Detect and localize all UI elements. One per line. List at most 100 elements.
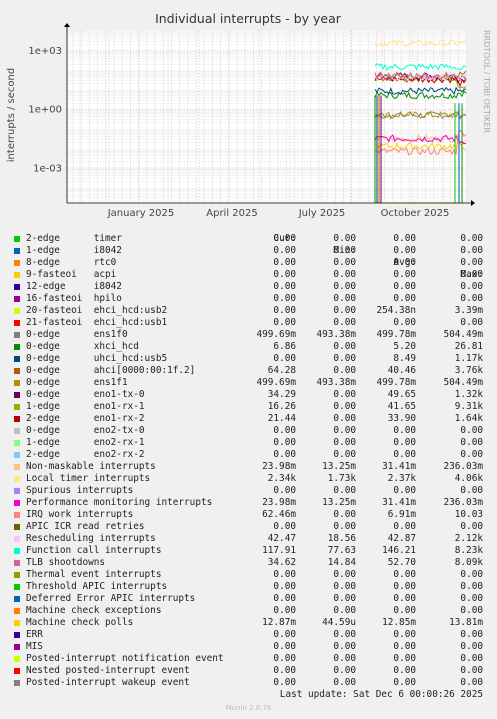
legend-cur-value: 0.00 (273, 665, 296, 676)
legend-min-value: 0.00 (333, 365, 356, 376)
legend-min-value: 0.00 (333, 341, 356, 352)
legend-label: Non-maskable interrupts (26, 461, 156, 472)
legend-cur-value: 21.44 (267, 413, 296, 424)
legend-max-value: 0.00 (460, 233, 483, 244)
legend-min-value: 14.84 (327, 557, 356, 568)
legend-max-value: 10.03 (454, 509, 483, 520)
legend-row: 0-edge ens1f1 499.69m 493.38m 499.78m 504.49… (0, 377, 497, 389)
legend-swatch (14, 404, 20, 410)
legend-cur-value: 0.00 (273, 269, 296, 280)
y-tick-label: 1e-03 (33, 163, 62, 174)
legend-label: 0-edge ahci[0000:00:1f.2] (26, 365, 195, 377)
series-line-ens1f1 (374, 110, 467, 120)
legend-device: i8042 (93, 245, 122, 256)
legend-min-value: 0.00 (333, 509, 356, 520)
x-axis-arrow (471, 200, 475, 206)
legend-min-value: 0.00 (333, 581, 356, 592)
legend-min-value: 0.00 (333, 257, 356, 268)
legend-min-value: 0.00 (333, 233, 356, 244)
legend-max-value: 236.03m (443, 461, 483, 472)
y-tick-label: 1e+03 (28, 46, 62, 57)
legend-header: Cur: Min: Avg: Max: (0, 221, 497, 280)
legend-irq: 21-fasteoi (26, 317, 94, 328)
legend-swatch (14, 320, 20, 326)
legend-avg-value: 0.00 (393, 293, 416, 304)
legend-cur-value: 12.87m (262, 617, 296, 628)
legend-row: Spurious interrupts 0.00 0.00 0.00 0.00 (0, 485, 497, 497)
legend-cur-value: 0.00 (273, 593, 296, 604)
legend-row: MIS 0.00 0.00 0.00 0.00 (0, 641, 497, 653)
legend-irq: 0-edge (26, 341, 94, 352)
legend-cur-value: 0.00 (273, 281, 296, 292)
col-avg: Avg: (393, 257, 416, 268)
chart-title: Individual interrupts - by year (155, 11, 342, 26)
legend-cur-value: 2.34k (267, 473, 296, 484)
legend-min-value: 1.73k (327, 473, 356, 484)
legend-label: 1-edge i8042 (26, 245, 122, 257)
legend-cur-value: 62.46m (262, 509, 296, 520)
legend-row: Local timer interrupts 2.34k 1.73k 2.37k 4.0… (0, 473, 497, 485)
legend-irq: 1-edge (26, 437, 94, 448)
legend-max-value: 504.49m (443, 329, 483, 340)
legend-label: Local timer interrupts (26, 473, 151, 484)
legend-device: hpilo (93, 293, 122, 304)
legend-row: IRQ work interrupts 62.46m 0.00 6.91m 10.03 (0, 509, 497, 521)
legend-min-value: 0.00 (333, 281, 356, 292)
legend-device: ahci[0000:00:1f.2] (93, 365, 196, 376)
legend-avg-value: 6.91m (387, 509, 416, 520)
legend-min-value: 0.00 (333, 641, 356, 652)
legend-min-value: 0.00 (333, 521, 356, 532)
series-lines (374, 39, 467, 204)
legend-irq: 1-edge (26, 245, 94, 256)
y-axis-label: interrupts / second (6, 68, 17, 162)
legend-min-value: 493.38m (316, 329, 356, 340)
legend-label: IRQ work interrupts (26, 509, 134, 520)
legend-device: eno1-rx-2 (93, 413, 145, 424)
legend-avg-value: 33.90 (387, 413, 416, 424)
legend-cur-value: 499.69m (256, 377, 296, 388)
legend-swatch (14, 560, 20, 566)
legend-avg-value: 0.00 (393, 665, 416, 676)
legend-max-value: 0.00 (460, 677, 483, 688)
legend-max-value: 0.00 (460, 449, 483, 460)
legend-label: Posted-interrupt wakeup event (26, 677, 190, 688)
legend-min-value: 0.00 (333, 305, 356, 316)
legend-row: Machine check exceptions 0.00 0.00 0.00 0.00 (0, 605, 497, 617)
legend-avg-value: 5.20 (393, 341, 416, 352)
legend-cur-value: 64.28 (267, 365, 296, 376)
series-line-irq-work-interrupts (374, 129, 467, 156)
legend-cur-value: 23.98m (262, 461, 296, 472)
legend-irq: 2-edge (26, 233, 94, 244)
legend-avg-value: 0.00 (393, 653, 416, 664)
legend-swatch (14, 416, 20, 422)
legend-label: Machine check exceptions (26, 605, 162, 616)
series-line-function-call-interrupts (374, 62, 467, 72)
legend-swatch (14, 632, 20, 638)
legend-label: Deferred Error APIC interrupts (26, 593, 196, 604)
legend-swatch (14, 584, 20, 590)
legend-row: APIC ICR read retries 0.00 0.00 0.00 0.00 (0, 521, 497, 533)
legend-swatch (14, 608, 20, 614)
x-tick-label: October 2025 (381, 208, 450, 219)
legend-label: 0-edge xhci_hcd (26, 341, 139, 353)
legend-row: 8-edge rtc0 0.00 0.00 0.00 0.00 (0, 257, 497, 269)
legend-swatch (14, 368, 20, 374)
legend-max-value: 0.00 (460, 437, 483, 448)
legend-irq: 0-edge (26, 389, 94, 400)
legend-device: eno2-rx-2 (93, 449, 145, 460)
legend-swatch (14, 656, 20, 662)
legend-label: APIC ICR read retries (26, 521, 145, 532)
legend-cur-value: 0.00 (273, 641, 296, 652)
legend-irq: 0-edge (26, 329, 94, 340)
legend-row: Deferred Error APIC interrupts 0.00 0.00 0.… (0, 593, 497, 605)
legend-min-value: 0.00 (333, 437, 356, 448)
legend-min-value: 0.00 (333, 269, 356, 280)
legend-row: Posted-interrupt wakeup event 0.00 0.00 0.0… (0, 677, 497, 689)
legend-min-value: 0.00 (333, 353, 356, 364)
col-max: Max: (460, 269, 483, 280)
legend-label: Nested posted-interrupt event (26, 665, 190, 676)
legend-device: eno2-tx-0 (93, 425, 145, 436)
legend-label: 12-edge i8042 (26, 281, 122, 293)
legend-swatch (14, 272, 20, 278)
col-cur: Cur: (273, 233, 296, 244)
